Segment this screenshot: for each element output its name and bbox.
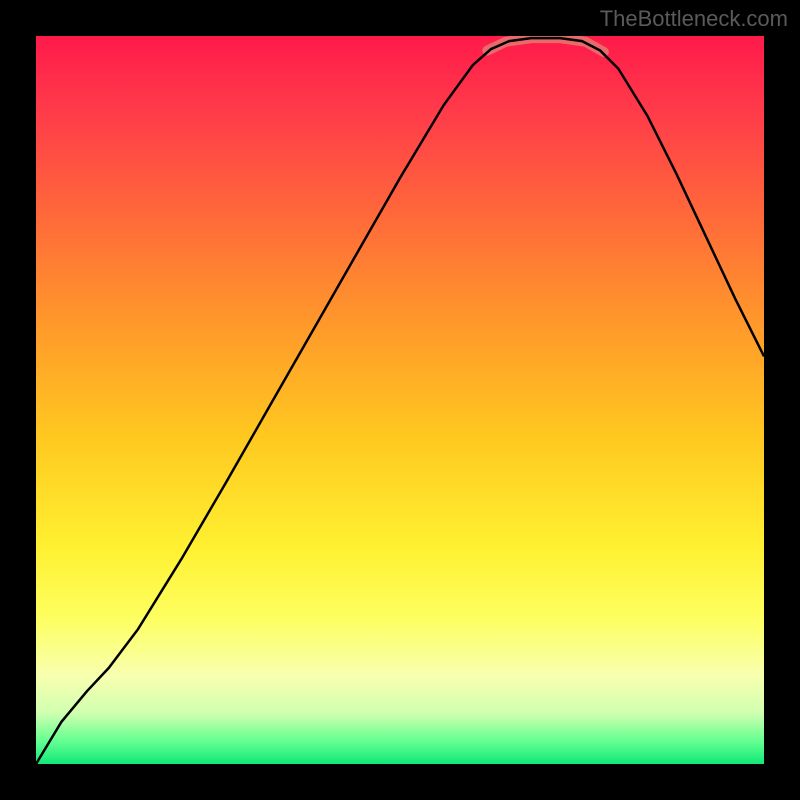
bottleneck-curve — [36, 38, 764, 764]
curve-layer — [36, 36, 764, 764]
watermark-text: TheBottleneck.com — [600, 6, 788, 32]
plot-area — [36, 36, 764, 764]
accent-segment — [487, 38, 603, 52]
